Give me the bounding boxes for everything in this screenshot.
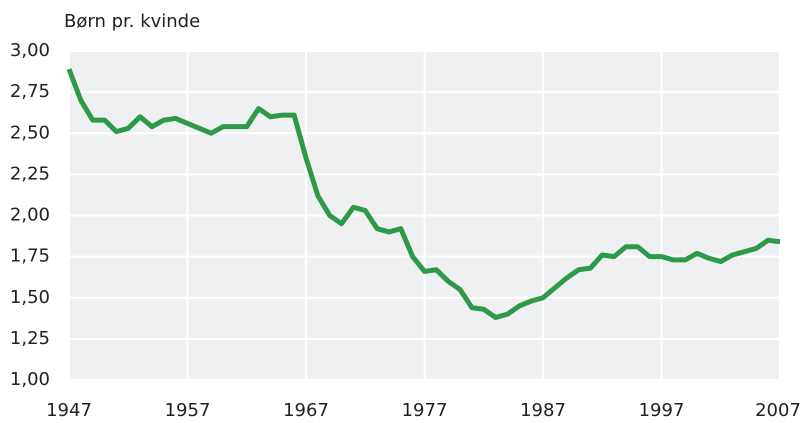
- y-tick-label: 1,75: [10, 246, 50, 267]
- y-tick-label: 1,25: [10, 328, 50, 349]
- y-tick-label: 2,25: [10, 163, 50, 184]
- y-tick-label: 2,50: [10, 122, 50, 143]
- y-axis-label: Børn pr. kvinde: [64, 11, 200, 32]
- y-tick-label: 2,75: [10, 81, 50, 102]
- y-tick-label: 2,00: [10, 205, 50, 226]
- x-tick-label: 1967: [283, 400, 329, 421]
- y-tick-label: 3,00: [10, 40, 50, 61]
- x-tick-label: 1947: [46, 400, 92, 421]
- x-tick-label: 2007: [755, 400, 801, 421]
- x-tick-label: 1987: [520, 400, 566, 421]
- x-tick-label: 1977: [402, 400, 448, 421]
- data-line: [66, 68, 781, 320]
- y-tick-label: 1,50: [10, 287, 50, 308]
- x-tick-label: 1957: [165, 400, 211, 421]
- x-tick-label: 1997: [639, 400, 685, 421]
- y-tick-label: 1,00: [10, 369, 50, 390]
